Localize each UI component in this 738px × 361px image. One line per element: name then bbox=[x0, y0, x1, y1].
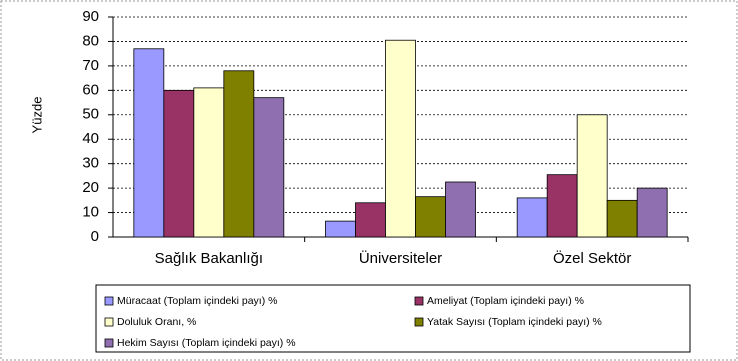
bar bbox=[445, 181, 476, 238]
y-tick-label: 20 bbox=[82, 179, 99, 196]
bar bbox=[355, 202, 386, 238]
legend-box bbox=[95, 284, 691, 353]
y-tick-label: 40 bbox=[82, 130, 99, 147]
legend-swatch bbox=[104, 338, 114, 348]
bar bbox=[133, 48, 165, 238]
x-tick-label: Üniversiteler bbox=[359, 249, 442, 267]
legend-swatch bbox=[104, 317, 114, 327]
bar bbox=[415, 196, 446, 238]
legend-label: Yatak Sayısı (Toplam içindeki payı) % bbox=[427, 316, 602, 328]
y-tick-label: 0 bbox=[91, 228, 99, 245]
bar bbox=[576, 114, 608, 238]
bar bbox=[546, 174, 578, 238]
legend-label: Ameliyat (Toplam içindeki payı) % bbox=[427, 295, 584, 307]
y-tick-label: 10 bbox=[82, 204, 99, 221]
legend-label: Doluluk Oranı, % bbox=[117, 316, 196, 328]
legend-label: Müracaat (Toplam içindeki payı) % bbox=[117, 295, 277, 307]
bar bbox=[253, 97, 285, 238]
x-tick-label: Özel Sektör bbox=[553, 249, 631, 267]
y-tick-label: 50 bbox=[82, 106, 99, 123]
bar bbox=[163, 89, 195, 238]
legend-swatch bbox=[414, 317, 424, 327]
y-tick-label: 70 bbox=[82, 57, 99, 74]
bar bbox=[385, 39, 416, 238]
legend-swatch bbox=[414, 296, 424, 306]
bar bbox=[636, 187, 668, 238]
x-tick-label: Sağlık Bakanlığı bbox=[155, 250, 263, 267]
legend-swatch bbox=[104, 296, 114, 306]
bar bbox=[606, 199, 638, 238]
y-tick-label: 90 bbox=[82, 8, 99, 25]
legend-label: Hekim Sayısı (Toplam içindeki payı) % bbox=[117, 337, 296, 349]
bar bbox=[516, 197, 548, 238]
bar bbox=[193, 87, 225, 238]
bar bbox=[325, 220, 356, 238]
y-tick-label: 60 bbox=[82, 81, 99, 98]
y-tick-label: 30 bbox=[82, 155, 99, 172]
bar bbox=[223, 70, 255, 238]
y-axis-label: Yüzde bbox=[29, 97, 44, 134]
y-tick-label: 80 bbox=[82, 32, 99, 49]
